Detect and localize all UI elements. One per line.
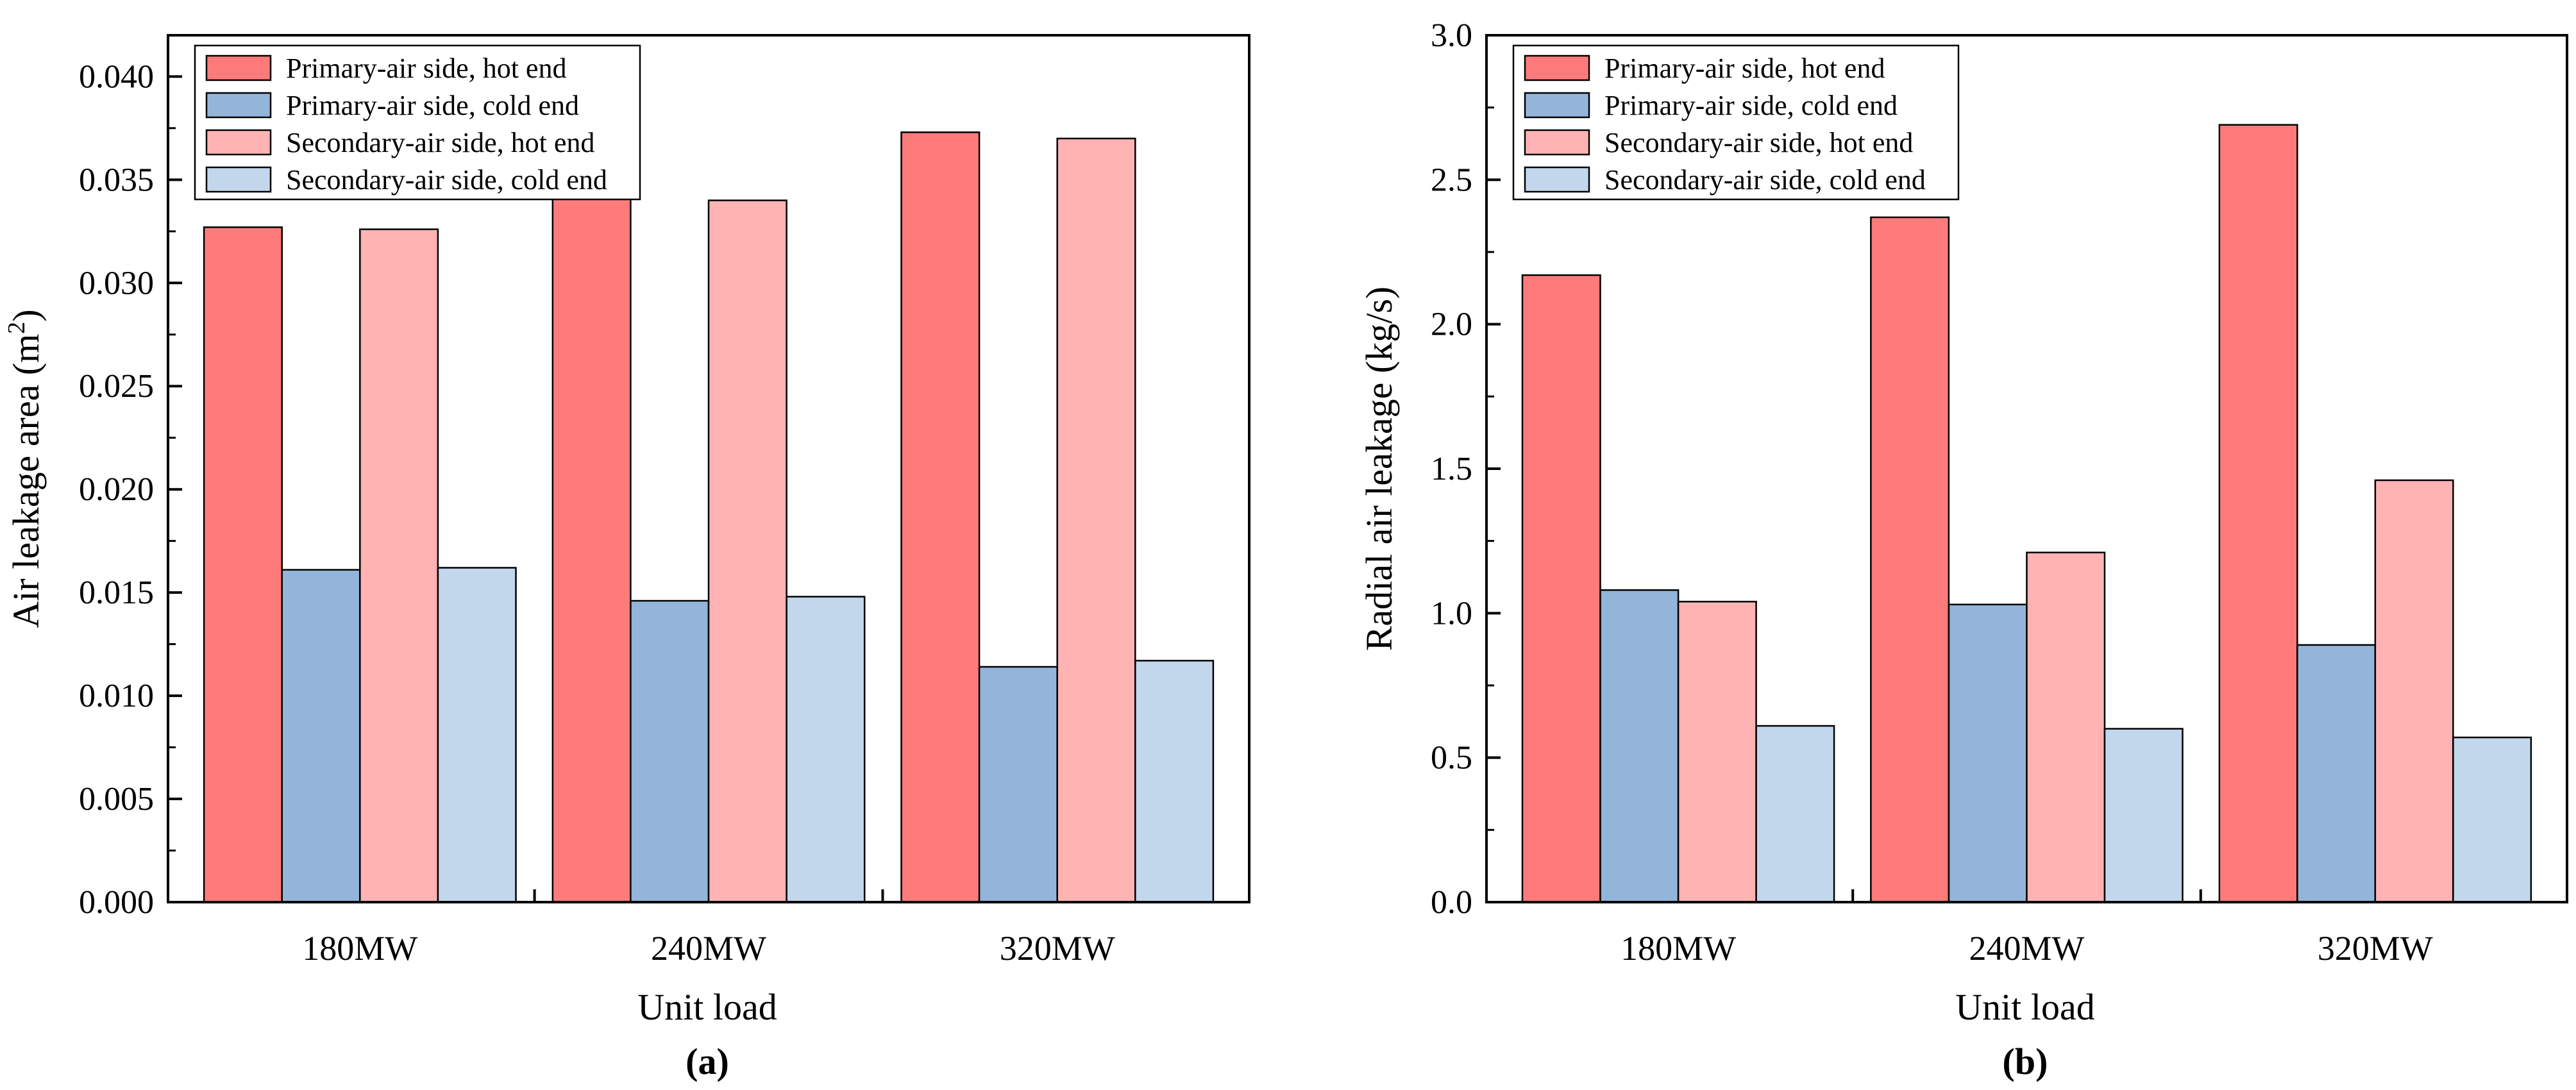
panel-label: (a) [686,1041,729,1082]
legend-label: Secondary-air side, hot end [286,127,594,158]
y-tick-label: 0.000 [79,884,154,921]
legend: Primary-air side, hot end Primary-air sid… [1512,44,1960,201]
bar-180MW-s4 [437,567,517,903]
y-tick-label: 3.0 [1431,17,1472,54]
y-tick-label: 2.5 [1431,162,1472,198]
legend-swatch [205,55,272,81]
bar-240MW-s1 [551,193,632,903]
bar-240MW-s2 [630,600,710,903]
plot-frame [167,34,1250,903]
bar-320MW-s3 [2374,479,2454,903]
x-axis-label: Unit load [637,986,777,1028]
y-axis-label-main: Air leakage area (m [5,334,47,628]
legend-label: Secondary-air side, cold end [1604,164,1926,196]
y-tick-label: 0.5 [1431,740,1472,776]
x-tick-label: 320MW [1000,929,1115,968]
y-axis-label: Air leakage area (m2) [3,309,47,628]
y-axis-label-main: Radial air leakage (kg/s) [1358,287,1400,651]
y-tick-label: 0.005 [79,781,154,818]
y-tick-label: 0.015 [79,574,154,611]
legend-swatch [1524,129,1590,156]
bar-240MW-s4 [786,596,866,903]
chart-panel-a: 0.000 0.005 0.010 0.015 0.020 0.025 0.030 0.035… [3,34,1250,1082]
bar-320MW-s1 [2218,124,2298,903]
bar-180MW-s1 [1521,274,1601,903]
chart-panel-b: 0.0 0.5 1.0 1.5 2.0 2.5 3.0 180MW 240MW 320MW Unit… [1358,17,2568,1082]
y-axis-label-superscript: 2 [3,322,30,334]
y-tick-label: 0.030 [79,265,154,301]
y-tick-label: 0.040 [79,58,154,95]
bar-240MW-s1 [1870,216,1950,903]
bar-240MW-s2 [1948,603,2028,903]
x-tick-label: 180MW [1621,929,1736,968]
x-tick-label: 180MW [302,929,417,968]
bar-180MW-s2 [1599,589,1679,903]
bar-320MW-s4 [1134,660,1215,903]
y-tick-label: 0.035 [79,162,154,198]
y-tick-label: 0.0 [1431,884,1472,921]
legend-label: Secondary-air side, hot end [1604,127,1913,158]
legend: Primary-air side, hot end Primary-air sid… [194,44,641,201]
legend-label: Primary-air side, hot end [1604,53,1885,84]
legend-swatch [205,92,272,119]
y-axis-label-end: ) [5,309,47,321]
bar-180MW-s2 [281,569,361,903]
bar-320MW-s4 [2452,736,2532,903]
bar-180MW-s4 [1755,725,1835,903]
legend-label: Primary-air side, cold end [1604,90,1898,121]
bar-320MW-s2 [2296,644,2377,903]
legend-label: Secondary-air side, cold end [286,164,607,196]
series-1 [1521,124,2298,903]
y-tick-label: 0.025 [79,368,154,405]
legend-swatch [1524,55,1590,81]
series-2 [281,569,1058,903]
legend-swatch [205,166,272,193]
series-4 [1755,725,2532,903]
y-tick-label: 2.0 [1431,306,1472,343]
x-tick-label: 240MW [651,929,766,968]
bar-320MW-s2 [978,666,1058,903]
series-3 [1677,479,2454,903]
bar-320MW-s1 [900,131,981,903]
series-1 [203,131,981,903]
bar-180MW-s1 [203,226,283,903]
x-axis-label: Unit load [1955,986,2094,1028]
series-2 [1599,589,2377,903]
series-4 [437,567,1215,903]
bar-240MW-s4 [2103,728,2184,903]
x-tick-label: 320MW [2318,929,2433,968]
y-tick-label: 0.010 [79,678,154,714]
legend-label: Primary-air side, cold end [286,90,579,121]
bar-320MW-s3 [1056,137,1136,903]
bar-240MW-s3 [707,199,787,903]
legend-label: Primary-air side, hot end [286,53,566,84]
x-tick-label: 240MW [1969,929,2085,968]
y-axis-label: Radial air leakage (kg/s) [1358,287,1400,651]
panel-label: (b) [2003,1041,2048,1082]
legend-swatch [205,129,272,156]
legend-swatch [1524,92,1590,119]
bar-240MW-s3 [2026,551,2106,903]
y-tick-label: 1.5 [1431,451,1472,487]
y-tick-label: 1.0 [1431,595,1472,632]
y-tick-label: 0.020 [79,471,154,508]
legend-swatch [1524,166,1590,193]
bar-180MW-s3 [1677,601,1757,903]
bar-180MW-s3 [359,228,439,903]
